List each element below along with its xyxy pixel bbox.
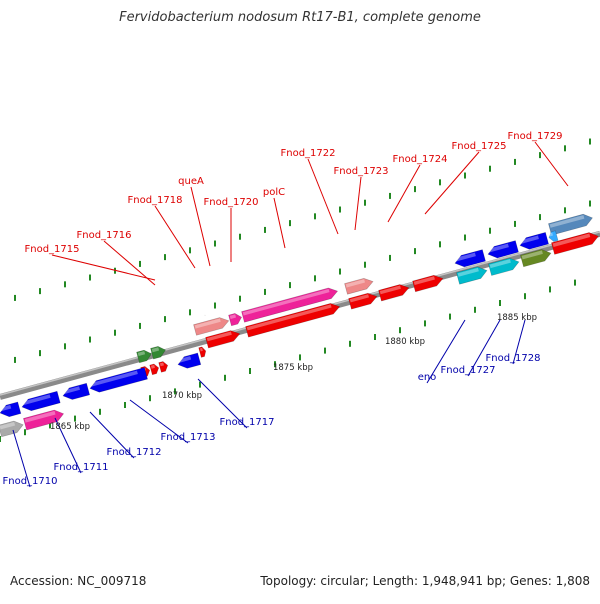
- gene-gray-arrow: [0, 419, 25, 437]
- gene-top-label-9: Fnod_1725: [451, 141, 506, 152]
- scale-label-1: 1870 kbp: [162, 391, 202, 401]
- gene-top-label-10: Fnod_1729: [507, 131, 562, 142]
- gene-top-label-1: Fnod_1716: [76, 230, 131, 241]
- gene-small-2: [150, 363, 160, 375]
- gene-Fnod_1720-arrow: [229, 312, 243, 326]
- gene-top-leader-8: [388, 165, 420, 222]
- gene-top-leader-2: [155, 206, 195, 268]
- gene-Fnod_1716-arrow: [151, 345, 167, 359]
- gene-top-label-7: Fnod_1723: [333, 166, 388, 177]
- gene-top-leader-7: [355, 177, 361, 230]
- gene-top-leader-10: [535, 142, 568, 186]
- gene-small-2-shape: [150, 363, 160, 375]
- gene-bottom-label-0: Fnod_1710: [2, 476, 57, 487]
- genome-title: Fervidobacterium nodosum Rt17-B1, comple…: [0, 10, 600, 25]
- tick-dots: [0, 139, 590, 442]
- gene-small-4-shape: [199, 346, 207, 357]
- gene-small-3: [159, 361, 169, 373]
- gene-bottom-label-1: Fnod_1711: [53, 462, 108, 473]
- gene-Fnod_1710-arrow: [0, 402, 21, 419]
- gene-small-3-shape: [159, 361, 169, 373]
- gene-top-label-5: polC: [263, 187, 285, 198]
- gene-top-leader-5: [274, 198, 285, 248]
- gene-Fnod_1712-arrow: [61, 383, 89, 401]
- gene-bottom-label-7: Fnod_1728: [485, 353, 540, 364]
- gene-top-label-0: Fnod_1715: [24, 244, 79, 255]
- gene-small-4: [199, 346, 207, 357]
- gene-top-label-4: Fnod_1720: [203, 197, 258, 208]
- accession-label: Accession: NC_009718: [10, 574, 146, 588]
- gene-bottom-label-3: Fnod_1713: [160, 432, 215, 443]
- gene-Fnod_1711-arrow: [20, 391, 60, 413]
- gene-Fnod_1717-arrow: [176, 353, 200, 370]
- scale-label-2: 1875 kbp: [273, 363, 313, 373]
- scale-label-3: 1880 kbp: [385, 337, 425, 347]
- gene-features: [0, 212, 600, 437]
- gene-top-label-6: Fnod_1722: [280, 148, 335, 159]
- gene-top-leader-0: [52, 255, 155, 280]
- scale-label-4: 1885 kbp: [497, 313, 537, 323]
- gene-Fnod_1723-arrow: [345, 276, 375, 294]
- genome-summary: Topology: circular; Length: 1,948,941 bp…: [260, 574, 590, 588]
- gene-top-label-2: Fnod_1718: [127, 195, 182, 206]
- gene-Fnod_1729b-arrow: [551, 230, 600, 254]
- gene-top-leader-1: [104, 241, 155, 285]
- gene-bottom-label-5: eno: [418, 372, 437, 383]
- gene-bottom-label-6: Fnod_1727: [440, 365, 495, 376]
- scale-label-0: 1865 kbp: [50, 422, 90, 432]
- gene-bottom-label-2: Fnod_1712: [106, 447, 161, 458]
- gene-top-label-8: Fnod_1724: [392, 154, 447, 165]
- gene-Fnod_1715-arrow: [137, 348, 153, 362]
- gene-top-label-3: queA: [178, 176, 204, 187]
- gene-bottom-label-4: Fnod_1717: [219, 417, 274, 428]
